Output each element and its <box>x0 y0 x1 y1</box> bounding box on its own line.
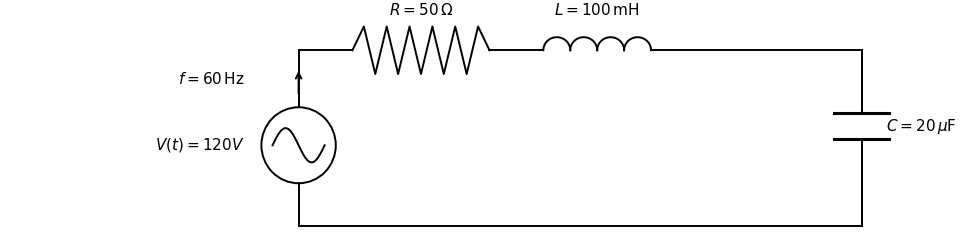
Text: $V(t) = 120V$: $V(t) = 120V$ <box>156 136 244 154</box>
Text: $C = 20\,\mu\mathrm{F}$: $C = 20\,\mu\mathrm{F}$ <box>885 117 956 136</box>
Text: $L = 100\,\mathrm{mH}$: $L = 100\,\mathrm{mH}$ <box>554 2 640 18</box>
Text: $f = 60\,\mathrm{Hz}$: $f = 60\,\mathrm{Hz}$ <box>178 71 244 87</box>
Text: $R = 50\,\Omega$: $R = 50\,\Omega$ <box>388 2 453 18</box>
